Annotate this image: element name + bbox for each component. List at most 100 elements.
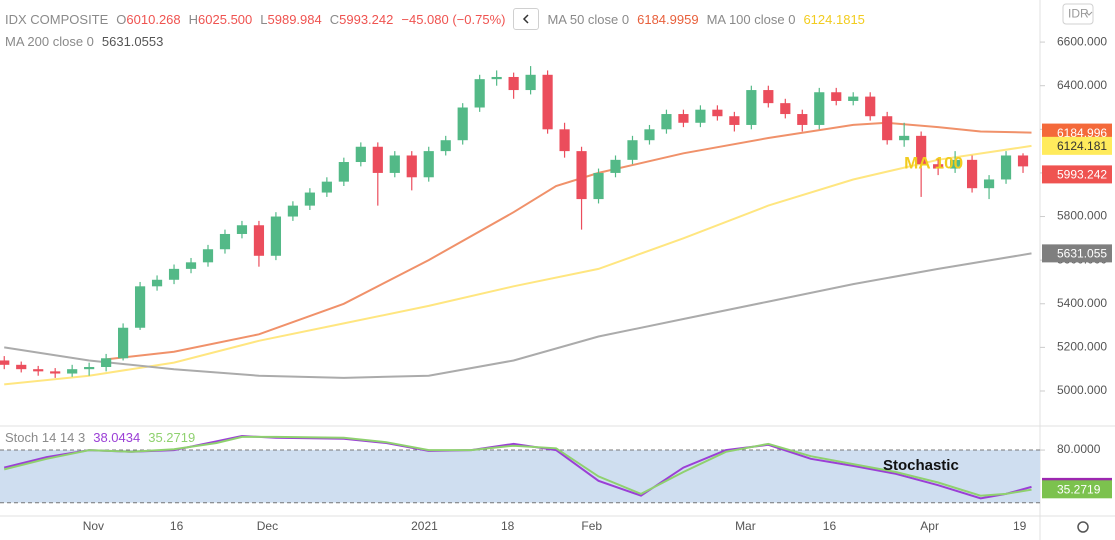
candle-body	[219, 233, 231, 250]
candle-body	[202, 249, 214, 263]
candle-body	[0, 360, 10, 365]
y-tick-label: 5400.000	[1057, 296, 1107, 310]
candle-body	[966, 159, 978, 189]
candle-body	[933, 164, 944, 169]
candle-body	[763, 90, 774, 104]
candle-body	[593, 172, 604, 200]
candle-body	[50, 371, 61, 374]
candle-body	[814, 92, 825, 125]
y-tick-label: 6600.000	[1057, 34, 1107, 48]
candle-body	[678, 114, 689, 123]
candle-body	[491, 76, 502, 80]
x-tick-label: 18	[501, 519, 515, 533]
candle-body	[389, 155, 400, 173]
candle-body	[916, 135, 927, 165]
legend-row: IDX COMPOSITE O 6010.268 H 6025.500 L 5989.…	[5, 8, 865, 30]
candle-body	[746, 90, 757, 125]
currency: IDR	[1068, 7, 1089, 21]
x-tick-label: Apr	[920, 519, 939, 533]
candle-body	[118, 327, 129, 359]
candle-body	[321, 181, 332, 193]
candle-body	[644, 129, 655, 141]
chevron	[523, 14, 529, 24]
candle-body	[304, 192, 315, 206]
ohlc-label: L	[260, 11, 268, 27]
candle-body	[134, 286, 146, 328]
price-tag	[1042, 165, 1112, 184]
x-tick-label: 2021	[411, 519, 438, 533]
y-tick-label: 5000.000	[1057, 383, 1107, 397]
price-tag-label: 6184.996	[1057, 126, 1107, 140]
price-tag-label: 6124.181	[1057, 139, 1107, 153]
y-tick-label: 5200.000	[1057, 340, 1107, 354]
candle-body	[440, 140, 451, 152]
collapse-icon	[523, 14, 529, 24]
x-tick-label: Feb	[581, 519, 602, 533]
candle-body	[84, 366, 95, 370]
candle-body	[695, 109, 706, 123]
ma-value: 6184.9959	[637, 11, 699, 27]
y-tick-label: 80.0000	[1057, 442, 1101, 456]
ma-name: MA 100 close 0	[706, 11, 796, 27]
candle-body	[882, 116, 893, 141]
candle-body	[865, 96, 876, 117]
ohlc-label: H	[188, 11, 199, 27]
candle-body	[457, 107, 468, 141]
price-tag	[1042, 244, 1112, 263]
candle-body	[712, 109, 723, 117]
price-tag	[1042, 480, 1112, 499]
candle-body	[101, 358, 112, 367]
indicator-value: 35.2719	[148, 430, 196, 445]
collapse-button[interactable]	[513, 8, 540, 30]
y-tick-label: 5800.000	[1057, 209, 1107, 223]
x-tick-label: Dec	[257, 519, 278, 533]
stoch-band	[0, 450, 1040, 503]
ohlc-label: O	[116, 11, 127, 27]
symbol: IDX COMPOSITE	[5, 11, 109, 27]
line	[3, 435, 1032, 497]
y-tick-label: 6400.000	[1057, 78, 1107, 92]
x-tick-label: Nov	[83, 519, 104, 533]
candle-body	[797, 114, 808, 125]
annotation: MA 100	[904, 154, 963, 173]
candle-body	[525, 74, 536, 91]
candle-body	[474, 79, 485, 108]
candle-body	[372, 146, 383, 173]
ma-name: MA 200 close 0	[5, 34, 94, 49]
candle-body	[983, 179, 995, 189]
ohlc-value: 6010.268	[126, 11, 181, 27]
candle-body	[848, 96, 859, 101]
legend-row: MA 200 close 0 5631.0553	[5, 34, 163, 49]
candle-body	[1000, 155, 1012, 180]
candle-body	[780, 103, 791, 115]
settings-icon[interactable]	[1077, 521, 1089, 533]
line	[4, 252, 1032, 379]
candle-body	[576, 151, 587, 200]
candle-body	[559, 129, 570, 152]
candle-body	[950, 159, 961, 169]
change: −45.080 (−0.75%)	[401, 11, 506, 27]
candle-body	[355, 146, 366, 163]
currency-button[interactable]	[1062, 3, 1094, 25]
indicator-value: 38.0434	[93, 430, 141, 445]
candle-body	[253, 225, 265, 256]
price-tag-label: 5993.242	[1057, 168, 1107, 182]
chevron	[1085, 11, 1093, 16]
candle-body	[1017, 155, 1029, 167]
candle-body	[423, 151, 434, 178]
annotation: Stochastic	[883, 457, 959, 474]
candle-body	[508, 76, 519, 91]
ma-value: 5631.0553	[101, 34, 164, 49]
candle-body	[542, 74, 553, 130]
candle-body	[406, 155, 417, 178]
ohlc-value: 5993.242	[339, 11, 394, 27]
price-tag	[1042, 136, 1112, 155]
candle-body	[16, 364, 27, 370]
price-tag-label: 5631.055	[1057, 247, 1107, 261]
candle-body	[627, 140, 638, 160]
candle-body	[610, 159, 621, 173]
x-tick-label: 19	[1013, 519, 1027, 533]
candle-body	[67, 369, 78, 374]
